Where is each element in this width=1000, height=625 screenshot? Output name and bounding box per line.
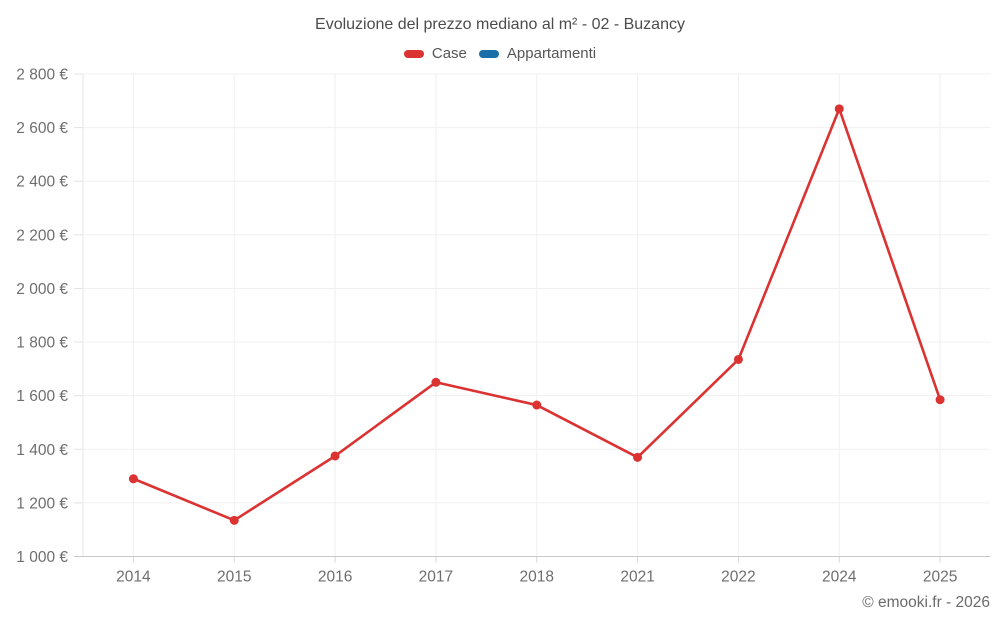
x-tick-label: 2024 — [822, 569, 857, 586]
data-point-case[interactable] — [229, 515, 239, 525]
data-point-case[interactable] — [330, 451, 340, 461]
x-tick-label: 2017 — [419, 569, 453, 586]
chart-title: Evoluzione del prezzo mediano al m² - 02… — [315, 16, 685, 33]
y-tick-label: 1 200 € — [16, 495, 68, 512]
legend-item-case[interactable]: Case — [403, 45, 467, 62]
x-tick-label: 2015 — [217, 569, 251, 586]
data-point-case[interactable] — [633, 452, 643, 462]
data-point-case[interactable] — [733, 354, 743, 364]
y-tick-label: 2 400 € — [16, 174, 68, 191]
y-tick-label: 2 600 € — [16, 120, 68, 137]
data-point-case[interactable] — [532, 400, 542, 410]
appartamenti-swatch-icon — [478, 49, 499, 58]
data-point-case[interactable] — [431, 377, 441, 387]
data-point-case[interactable] — [935, 395, 945, 405]
data-point-case[interactable] — [128, 474, 138, 484]
x-tick-label: 2016 — [318, 569, 352, 586]
x-tick-label: 2021 — [620, 569, 654, 586]
copyright-watermark: © emooki.fr - 2026 — [862, 594, 990, 611]
legend: Case Appartamenti — [0, 45, 1000, 62]
data-point-case[interactable] — [834, 104, 844, 114]
legend-label-case: Case — [431, 45, 467, 62]
y-tick-label: 1 600 € — [16, 388, 68, 405]
y-tick-label: 1 800 € — [16, 335, 68, 352]
x-tick-label: 2018 — [520, 569, 554, 586]
legend-label-appartamenti: Appartamenti — [506, 45, 597, 62]
case-swatch-icon — [403, 49, 424, 58]
x-tick-label: 2025 — [923, 569, 957, 586]
legend-item-appartamenti[interactable]: Appartamenti — [478, 45, 597, 62]
y-tick-label: 1 400 € — [16, 442, 68, 459]
y-tick-label: 2 800 € — [16, 67, 68, 84]
y-tick-label: 2 200 € — [16, 227, 68, 244]
x-tick-label: 2014 — [116, 569, 151, 586]
x-tick-label: 2022 — [721, 569, 755, 586]
y-tick-label: 1 000 € — [16, 549, 68, 566]
y-tick-label: 2 000 € — [16, 281, 68, 298]
